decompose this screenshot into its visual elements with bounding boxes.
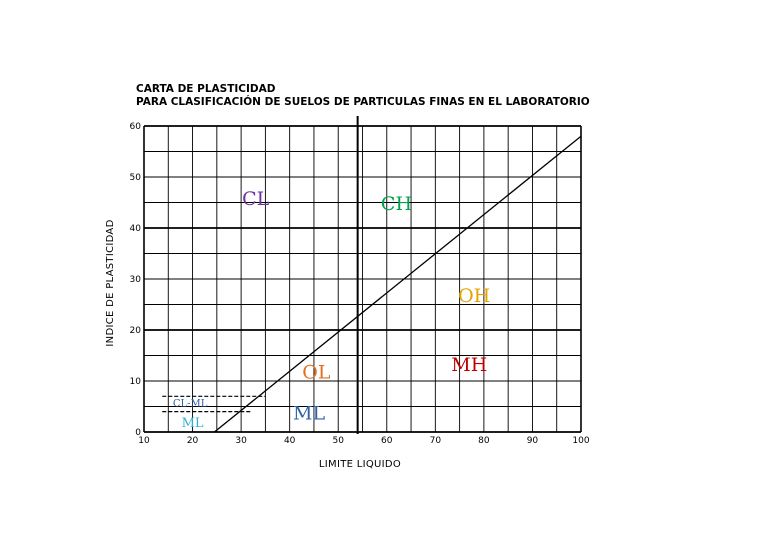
chart-subtitle: PARA CLASIFICACIÓN DE SUELOS DE PARTICUL… (136, 95, 590, 108)
x-tick-label: 90 (527, 436, 539, 446)
region-label: CH (381, 193, 412, 215)
x-tick-label: 80 (478, 436, 490, 446)
x-tick-label: 30 (235, 436, 247, 446)
x-tick-label: 50 (332, 436, 344, 446)
x-tick-label: 70 (430, 436, 442, 446)
a-line (213, 135, 582, 433)
region-label: CL-ML (173, 399, 208, 410)
region-label: ML (182, 416, 204, 431)
chart-title: CARTA DE PLASTICIDAD (136, 83, 276, 95)
y-tick-label: 30 (130, 275, 142, 285)
region-label: OH (458, 285, 490, 307)
x-tick-label: 20 (187, 436, 199, 446)
region-label: MH (451, 354, 487, 376)
grid (143, 125, 582, 433)
guide-lines (162, 116, 582, 434)
region-label: ML (293, 402, 325, 424)
y-tick-label: 20 (130, 326, 142, 336)
x-tick-label: 40 (284, 436, 296, 446)
y-tick-label: 60 (130, 122, 142, 132)
x-axis-label: LIMITE LIQUIDO (319, 459, 401, 470)
y-tick-label: 50 (130, 173, 142, 183)
region-label: CL (242, 188, 270, 210)
x-tick-label: 60 (381, 436, 393, 446)
x-tick-label: 100 (572, 436, 589, 446)
x-tick-label: 10 (138, 436, 150, 446)
y-tick-label: 0 (135, 428, 141, 438)
y-tick-label: 40 (130, 224, 142, 234)
y-axis-label: INDICE DE PLASTICIDAD (105, 219, 116, 346)
region-labels: CL CH OH MH OL ML CL-ML ML (173, 188, 490, 431)
region-label: OL (302, 361, 331, 383)
y-tick-label: 10 (130, 377, 142, 387)
